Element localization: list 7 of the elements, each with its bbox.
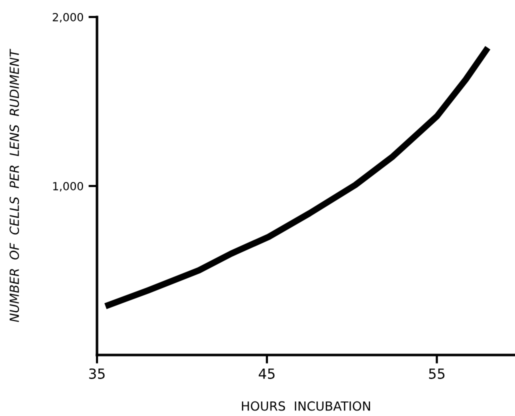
x-axis-title: HOURS INCUBATION [242, 401, 370, 411]
x-tick-label: 35 [89, 368, 105, 379]
y-tick-label: 2,000 [52, 12, 84, 23]
y-axis-title: NUMBER OF CELLS PER LENS RUDIMENT [10, 48, 20, 322]
y-tick-label: 1,000 [53, 182, 84, 192]
x-tick-label: 55 [429, 368, 444, 379]
x-tick-label: 45 [258, 368, 275, 379]
